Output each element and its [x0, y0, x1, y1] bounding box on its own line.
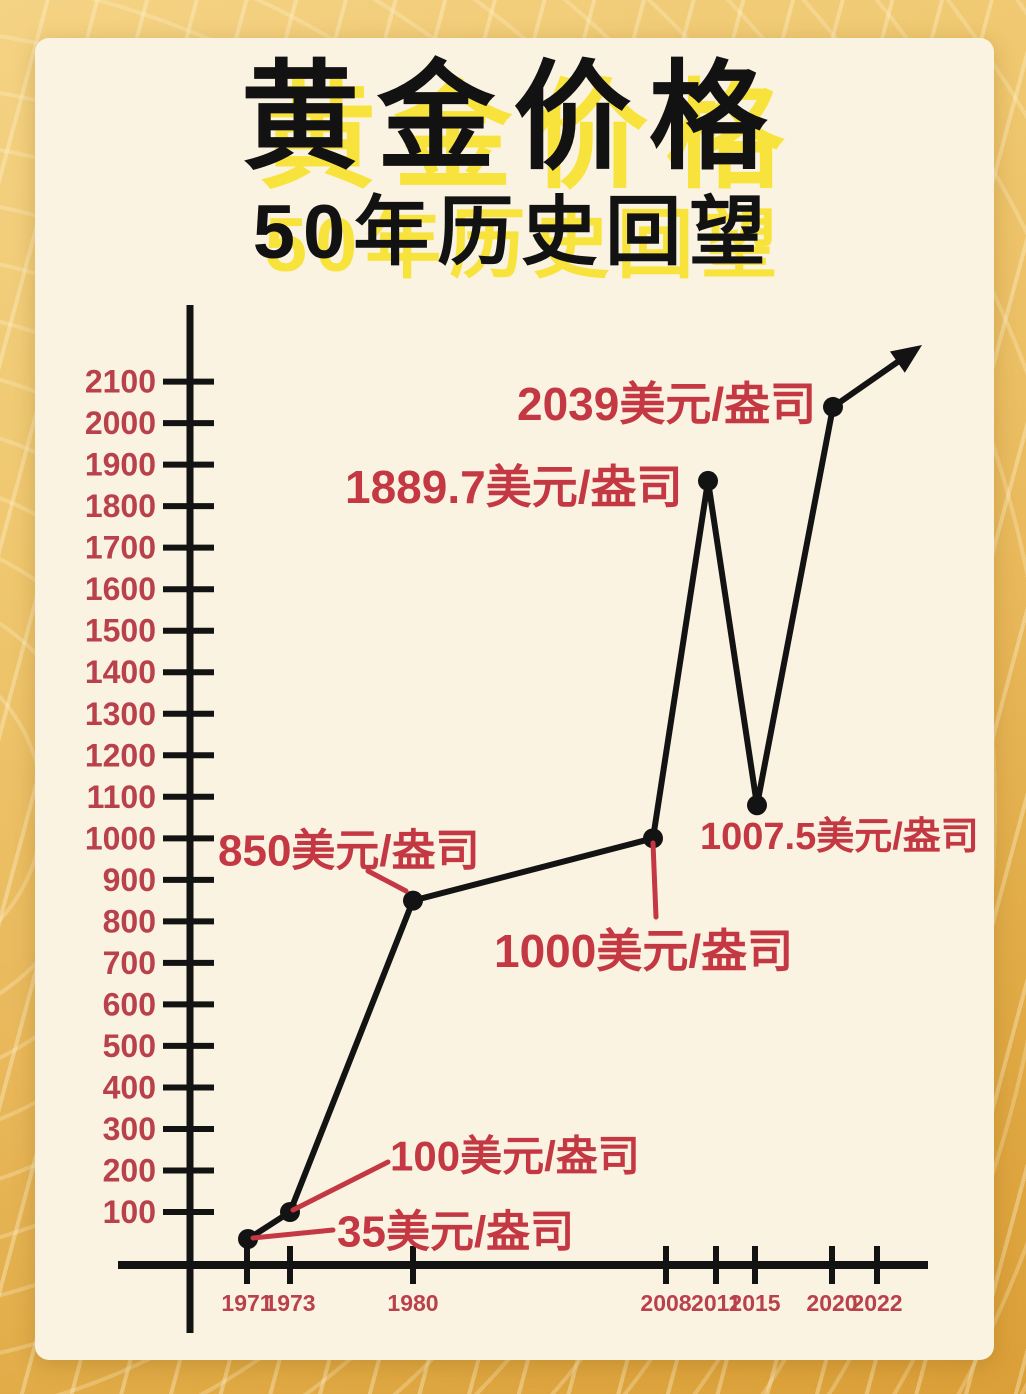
- y-tick-label: 500: [103, 1028, 156, 1064]
- trend-arrow-head: [889, 345, 922, 373]
- y-tick-label: 200: [103, 1152, 156, 1188]
- leader-line: [250, 1227, 336, 1241]
- annotation-label: 100美元/盎司: [390, 1133, 640, 1180]
- y-tick-label: 1300: [85, 696, 156, 732]
- y-tick-label: 2100: [85, 364, 156, 400]
- poster-card: [35, 38, 994, 1360]
- x-tick-label: 2022: [851, 1290, 902, 1316]
- annotation-label: 850美元/盎司: [218, 827, 480, 876]
- annotation-label: 1000美元/盎司: [494, 925, 793, 977]
- x-tick-label: 1971: [221, 1290, 272, 1316]
- y-tick-label: 2000: [85, 405, 156, 441]
- y-tick-label: 1700: [85, 530, 156, 566]
- data-point: [698, 470, 718, 491]
- leader-line: [650, 840, 659, 920]
- x-tick-label: 2011: [691, 1290, 741, 1316]
- y-tick-label: 900: [103, 862, 156, 898]
- y-tick-label: 1800: [85, 488, 156, 524]
- trend-arrow-shaft: [830, 359, 901, 410]
- x-tick-label: 2020: [806, 1290, 857, 1316]
- x-tick-label: 2008: [640, 1290, 691, 1316]
- y-tick-label: 1100: [87, 779, 156, 815]
- y-tick-label: 1900: [85, 447, 156, 483]
- y-tick-label: 400: [103, 1069, 156, 1105]
- annotation-label: 1889.7美元/盎司: [345, 461, 682, 513]
- page-subtitle: 50年历史回望: [252, 190, 774, 276]
- data-point: [643, 828, 663, 849]
- leader-line: [290, 1159, 391, 1213]
- y-tick-label: 300: [103, 1111, 156, 1147]
- y-tick-label: 100: [103, 1194, 156, 1230]
- data-point: [238, 1228, 258, 1249]
- leader-line: [365, 868, 409, 894]
- page-title: 黄金价格: [240, 52, 785, 184]
- data-point: [747, 795, 767, 816]
- y-tick-label: 800: [103, 903, 156, 939]
- x-tick-label: 1980: [387, 1290, 438, 1316]
- y-tick-label: 700: [103, 945, 156, 981]
- x-tick-label: 2015: [729, 1290, 780, 1316]
- x-tick-label: 1973: [264, 1290, 315, 1316]
- y-tick-label: 1500: [85, 613, 156, 649]
- title-block: 黄金价格 50年历史回望: [0, 52, 1026, 276]
- annotation-label: 2039美元/盎司: [517, 378, 816, 430]
- data-point: [403, 890, 423, 911]
- y-tick-label: 600: [103, 986, 156, 1022]
- annotation-label: 1007.5美元/盎司: [700, 816, 979, 858]
- y-tick-label: 1000: [85, 820, 156, 856]
- y-tick-label: 1400: [85, 654, 156, 690]
- y-tick-label: 1200: [85, 737, 156, 773]
- data-point: [280, 1202, 300, 1222]
- y-tick-label: 1600: [85, 571, 156, 607]
- annotation-label: 35美元/盎司: [337, 1208, 574, 1257]
- data-point: [823, 396, 843, 417]
